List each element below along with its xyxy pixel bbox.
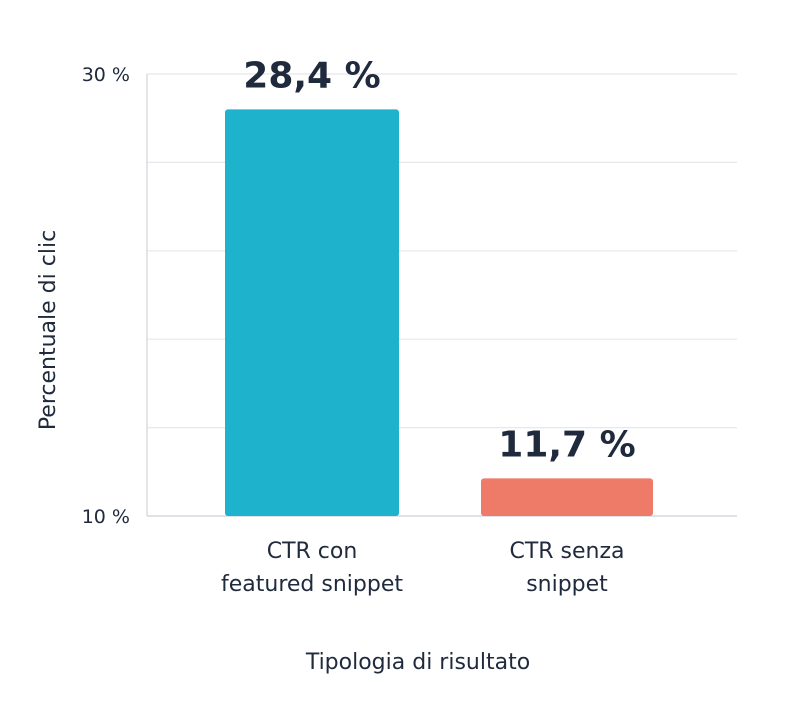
value-label-featured-snippet: 28,4 % (243, 55, 380, 96)
bar-ctr-no-snippet (481, 478, 653, 516)
category-label-featured-snippet-line2: featured snippet (221, 572, 403, 597)
bars (225, 109, 653, 517)
y-axis-title: Percentuale di clic (36, 230, 61, 430)
category-label-no-snippet-line2: snippet (526, 572, 608, 597)
y-tick-label-10: 10 % (82, 506, 130, 528)
y-tick-label-30: 30 % (82, 64, 130, 86)
category-label-no-snippet-line1: CTR senza (509, 539, 624, 564)
bar-ctr-featured-snippet (225, 109, 399, 517)
x-axis-title: Tipologia di risultato (305, 650, 530, 675)
value-label-no-snippet: 11,7 % (498, 424, 635, 465)
category-label-featured-snippet-line1: CTR con (267, 539, 358, 564)
